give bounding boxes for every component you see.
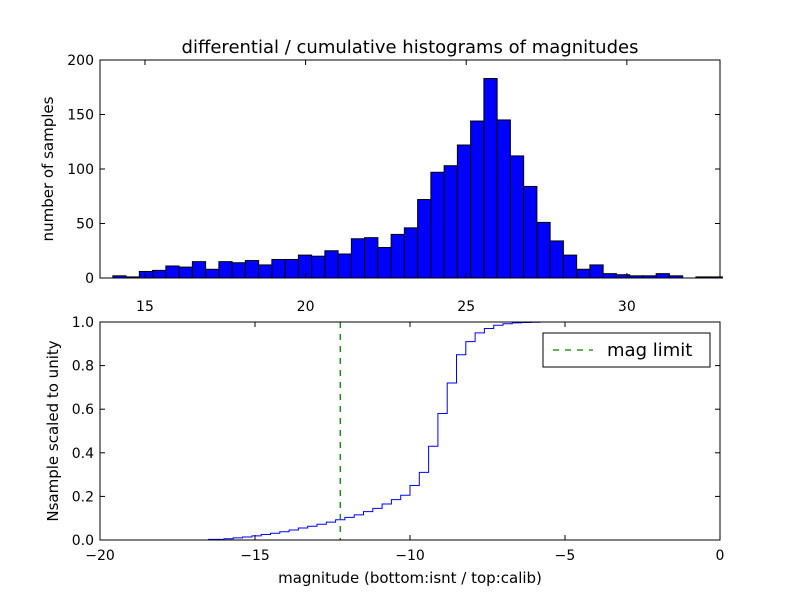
- histogram-bar: [509, 155, 525, 279]
- legend: mag limit: [542, 332, 711, 368]
- bottom-y-tick-label: 0.2: [72, 489, 94, 505]
- histogram-bar: [496, 119, 511, 279]
- top-x-tick-label: 30: [618, 299, 636, 315]
- bottom-y-axis-label: Nsample scaled to unity: [44, 340, 62, 521]
- top-y-axis-label: number of samples: [39, 96, 57, 241]
- histogram-bar: [178, 266, 193, 279]
- histogram-bar: [655, 273, 670, 279]
- histogram-bar: [523, 185, 538, 279]
- histogram-bar: [377, 246, 392, 279]
- top-histogram-panel: differential / cumulative histograms of …: [39, 37, 723, 315]
- top-y-tick-label: 50: [76, 217, 94, 233]
- bottom-axis-ticks: −20 −15 −10 −5 0 0.0 0.2 0.4 0.6 0.8 1.0: [72, 315, 725, 564]
- histogram-bar: [576, 268, 591, 279]
- histogram-bar: [244, 260, 260, 279]
- histogram-bar: [390, 233, 405, 279]
- histogram-bar: [218, 261, 233, 279]
- top-y-tick-label: 100: [67, 162, 94, 178]
- top-axis-ticks: 15 20 25 30 0 50 100 150 200: [67, 53, 720, 315]
- histogram-bar: [138, 270, 154, 279]
- bottom-y-tick-label: 1.0: [72, 315, 94, 331]
- histogram-bar: [350, 238, 366, 279]
- cumulative-step-line: [100, 321, 720, 541]
- histogram-bar: [311, 255, 326, 279]
- bottom-x-tick-label: 0: [716, 548, 725, 564]
- histogram-bar: [231, 262, 246, 279]
- histogram-bar: [470, 120, 485, 279]
- top-x-tick-label: 20: [297, 299, 315, 315]
- histogram-bar: [258, 264, 273, 279]
- bottom-cumulative-panel: −20 −15 −10 −5 0 0.0 0.2 0.4 0.6 0.8 1.0 magnitude…: [44, 315, 724, 587]
- histogram-bar: [549, 240, 564, 279]
- histogram-bar: [284, 258, 299, 279]
- bottom-x-tick-label: −20: [85, 548, 115, 564]
- bottom-x-axis-label: magnitude (bottom:isnt / top:calib): [278, 569, 542, 587]
- histogram-bar: [271, 258, 286, 279]
- histogram-bar: [165, 265, 180, 279]
- histogram-bar: [536, 221, 551, 279]
- histogram-bar: [417, 199, 432, 279]
- top-x-tick-label: 25: [457, 299, 475, 315]
- legend-mag-limit-label: mag limit: [607, 340, 692, 361]
- histogram-bar: [483, 78, 498, 279]
- histogram-bar: [443, 165, 458, 279]
- bottom-y-tick-label: 0.8: [72, 359, 94, 375]
- chart-title: differential / cumulative histograms of …: [182, 37, 639, 58]
- histogram-bar: [152, 269, 167, 279]
- histogram-bar: [364, 237, 379, 279]
- bottom-x-tick-label: −10: [395, 548, 425, 564]
- histogram-bar: [205, 268, 220, 279]
- histogram-bar: [191, 261, 207, 279]
- histogram-bar: [430, 171, 445, 279]
- histogram-bar: [602, 273, 617, 279]
- histogram-bar: [297, 254, 313, 279]
- histogram-bar: [403, 227, 419, 279]
- histogram-bar: [589, 264, 604, 279]
- bottom-y-tick-label: 0.4: [72, 446, 94, 462]
- top-y-tick-label: 150: [67, 108, 94, 124]
- top-x-tick-label: 15: [136, 299, 154, 315]
- histogram-bar: [324, 250, 339, 279]
- histogram-bar: [456, 144, 472, 279]
- bottom-x-tick-label: −5: [555, 548, 576, 564]
- histogram-bars: [112, 78, 723, 279]
- histogram-bar: [337, 253, 352, 279]
- histogram-bar: [562, 254, 578, 279]
- top-y-tick-label: 0: [85, 271, 94, 287]
- top-y-tick-label: 200: [67, 53, 94, 69]
- bottom-y-tick-label: 0.0: [72, 533, 94, 549]
- bottom-y-tick-label: 0.6: [72, 402, 94, 418]
- bottom-x-tick-label: −15: [240, 548, 270, 564]
